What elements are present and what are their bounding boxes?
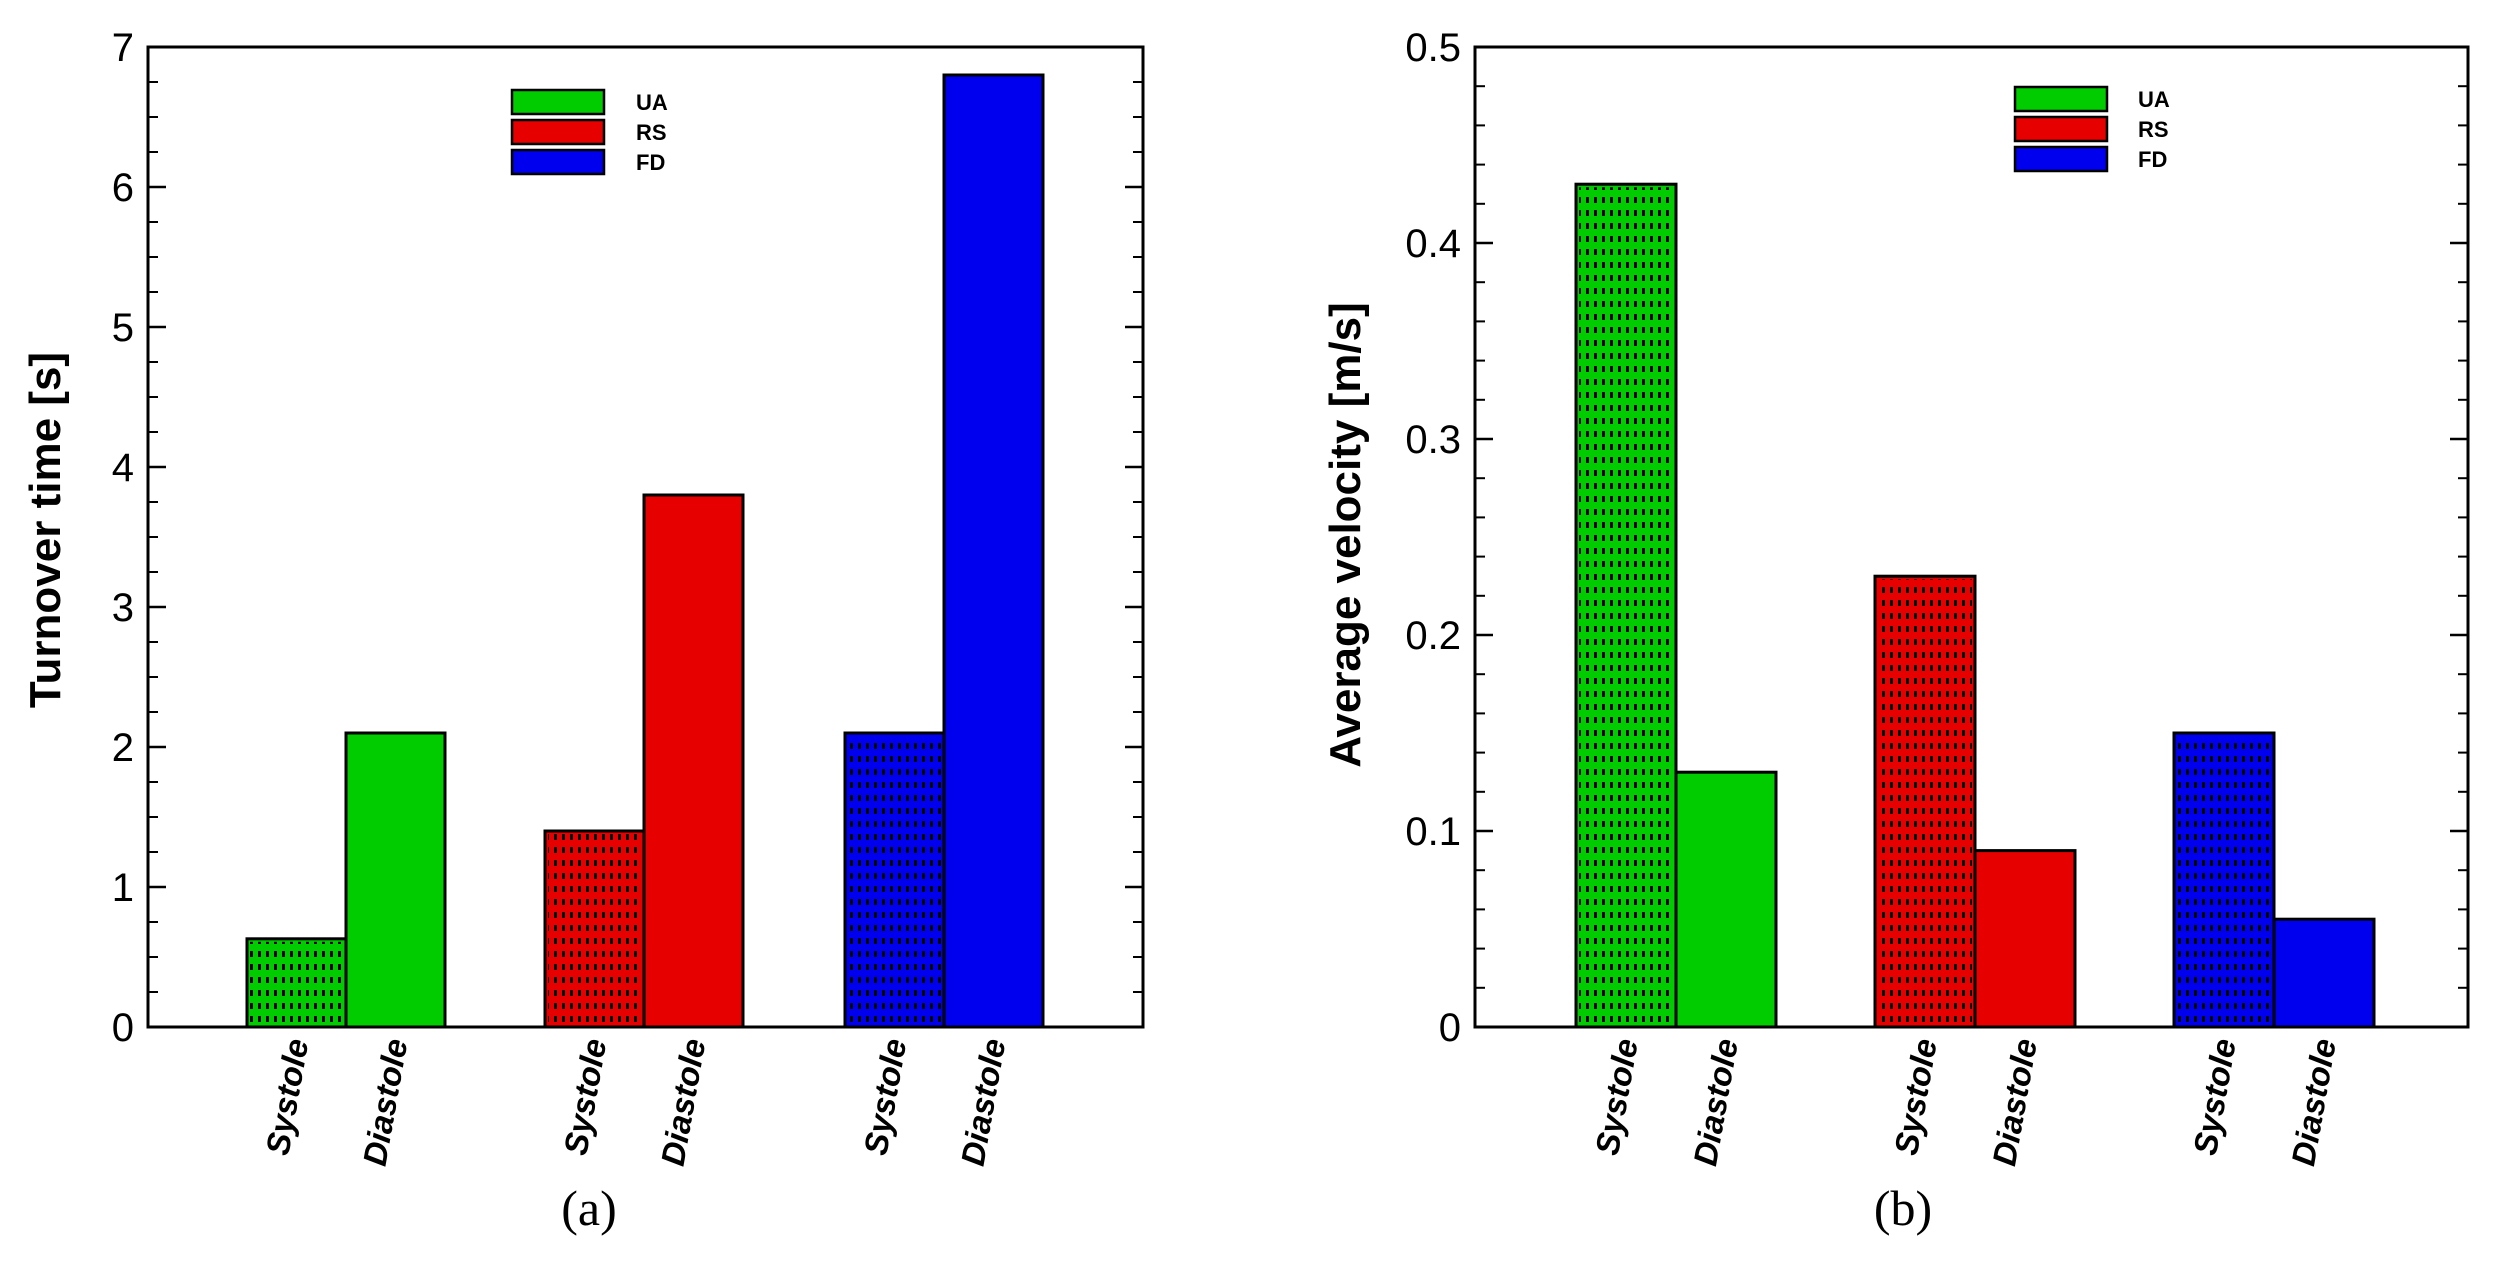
legend-swatch-rs	[2013, 115, 2109, 143]
x-tick-label-fd-diastole: Diastole	[954, 1036, 1013, 1169]
legend-swatch-fd	[2013, 145, 2109, 173]
legend-label-ua: UA	[2138, 87, 2170, 112]
legend-b: UA RS FD	[2013, 85, 2170, 173]
panel-label-a: (a)	[561, 1180, 617, 1236]
y-tick-label: 2	[112, 726, 134, 770]
y-tick-label: 0.4	[1405, 222, 1461, 266]
y-tick-label: 7	[112, 26, 134, 70]
x-tick-label-rs-systole: Systole	[557, 1036, 614, 1158]
plot-frame-b	[1473, 45, 2470, 1029]
bar-pattern-b-fd-systole	[2177, 736, 2271, 1024]
x-tick-label-ua-systole: Systole	[1588, 1036, 1645, 1158]
y-axis-title-b: Average velocity [m/s]	[1321, 302, 1370, 767]
bar-a-fd-diastole	[942, 73, 1045, 1029]
legend-label-rs: RS	[2138, 117, 2169, 142]
legend-label-fd: FD	[636, 150, 665, 175]
x-tick-label-rs-systole: Systole	[1887, 1036, 1944, 1158]
legend-swatch-fd	[510, 148, 606, 176]
y-tick-label: 3	[112, 586, 134, 630]
legend-label-fd: FD	[2138, 147, 2167, 172]
bar-pattern-a-rs-systole	[548, 834, 641, 1024]
x-tick-label-rs-diastole: Diastole	[1985, 1036, 2044, 1169]
y-tick-label: 0.1	[1405, 810, 1461, 854]
x-axis-b: Systole Diastole Systole Diastole Systole Dia…	[1588, 1036, 2343, 1169]
legend-swatch-ua	[2013, 85, 2109, 113]
y-axis-title-a: Turnover time [s]	[21, 352, 70, 708]
bar-b-ua-diastole	[1674, 770, 1778, 1029]
y-tick-label: 0.3	[1405, 418, 1461, 462]
y-tick-label: 1	[112, 866, 134, 910]
y-axis-a: 0 1 2 3 4 5 6 7	[112, 26, 1143, 1050]
y-tick-label: 0	[112, 1006, 134, 1050]
x-tick-label-fd-systole: Systole	[2186, 1036, 2243, 1158]
legend-swatch-rs	[510, 118, 606, 146]
x-tick-label-ua-diastole: Diastole	[1686, 1036, 1745, 1169]
y-tick-label: 0	[1439, 1006, 1461, 1050]
y-tick-label: 0.2	[1405, 614, 1461, 658]
bar-pattern-a-fd-systole	[848, 736, 941, 1024]
y-tick-label: 6	[112, 166, 134, 210]
x-tick-label-rs-diastole: Diastole	[654, 1036, 713, 1169]
y-axis-b: 0 0.1 0.2 0.3 0.4 0.5	[1405, 26, 2468, 1050]
x-axis-a: Systole Diastole Systole Diastole Systole Dia…	[259, 1036, 1013, 1169]
bar-a-ua-diastole	[344, 731, 447, 1029]
legend-label-ua: UA	[636, 90, 668, 115]
bar-pattern-b-rs-systole	[1878, 579, 1972, 1024]
bar-group-a	[245, 73, 1045, 1029]
bar-group-b	[1574, 182, 2376, 1029]
x-tick-label-fd-systole: Systole	[857, 1036, 914, 1158]
bar-b-rs-diastole	[1973, 849, 2077, 1029]
y-tick-label: 0.5	[1405, 26, 1461, 70]
legend-label-rs: RS	[636, 120, 667, 145]
legend-a: UA RS FD	[510, 88, 668, 176]
bar-b-fd-diastole	[2272, 917, 2376, 1029]
panel-label-b: (b)	[1874, 1180, 1932, 1236]
legend-swatch-ua	[510, 88, 606, 116]
y-tick-label: 5	[112, 306, 134, 350]
bar-a-rs-diastole	[642, 493, 745, 1029]
x-tick-label-fd-diastole: Diastole	[2284, 1036, 2343, 1169]
chart-panel-b: 0 0.1 0.2 0.3 0.4 0.5 Systole Diastole Systole D…	[1321, 26, 2470, 1236]
x-tick-label-ua-systole: Systole	[259, 1036, 316, 1158]
x-tick-label-ua-diastole: Diastole	[356, 1036, 415, 1169]
y-tick-label: 4	[112, 446, 134, 490]
bar-pattern-a-ua-systole	[250, 941, 343, 1024]
bar-pattern-b-ua-systole	[1579, 187, 1673, 1024]
